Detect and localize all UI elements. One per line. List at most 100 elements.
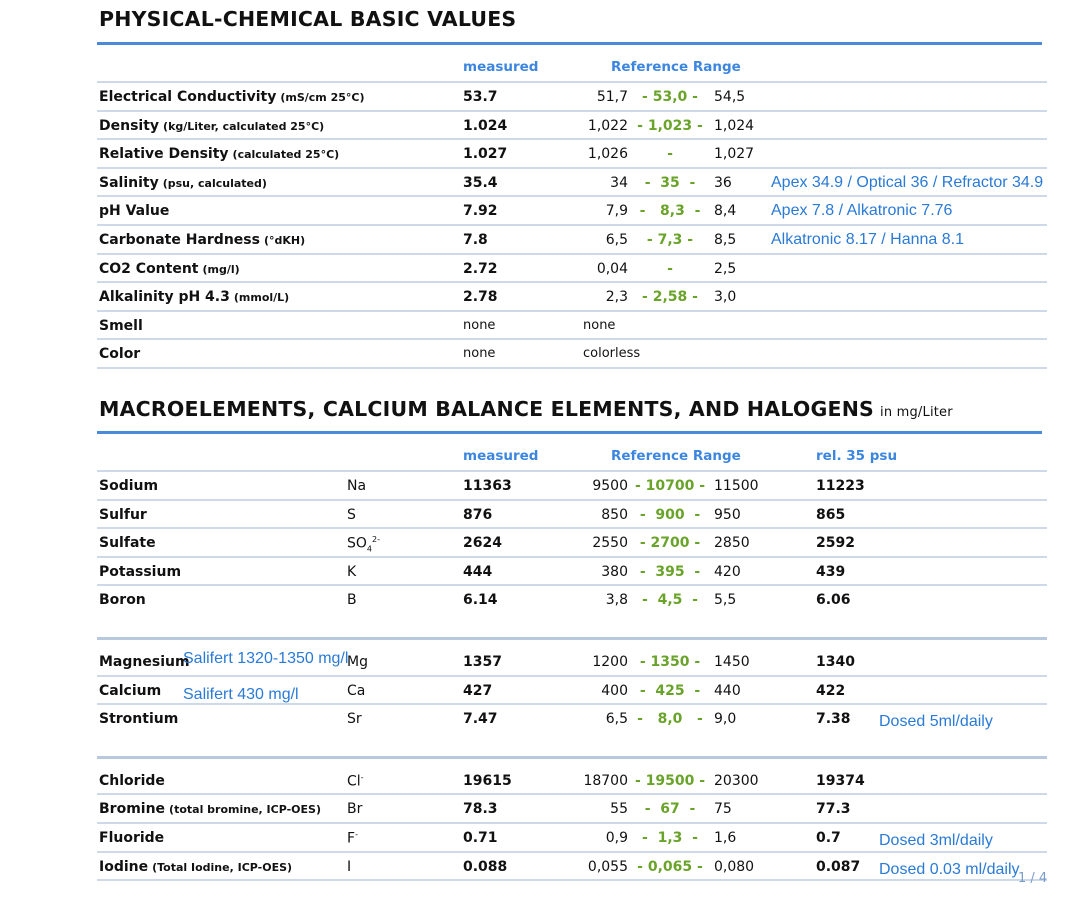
measured-value: 53.7 (463, 89, 498, 105)
range-high: 36 (714, 174, 732, 191)
measured-value: 35.4 (463, 174, 498, 191)
table-row: Color none colorless (97, 340, 1047, 369)
name-text: Potassium (99, 563, 182, 580)
range-high: 3,0 (714, 289, 737, 306)
range-low: 6,5 (605, 711, 628, 728)
name-text: Salinity (99, 174, 159, 191)
parameter-name: Magnesium (99, 654, 190, 670)
symbol-text: SO (347, 535, 367, 552)
comment-note: Dosed 3ml/daily (879, 831, 993, 849)
parameter-name: Carbonate Hardness (°dKH) (99, 232, 305, 248)
name-text: Sulfur (99, 506, 147, 523)
parameter-name: Strontium (99, 711, 178, 727)
parameter-name: Sodium (99, 478, 158, 494)
range-high: 2850 (714, 535, 750, 552)
parameter-name: Calcium (99, 683, 161, 699)
element-symbol: Br (347, 801, 362, 817)
symbol-text: Br (347, 801, 363, 818)
name-text: Alkalinity pH 4.3 (99, 289, 230, 306)
parameter-name: Sulfate (99, 535, 156, 551)
range-low: 400 (601, 682, 628, 699)
table-row: Density (kg/Liter, calculated 25°C) 1.024 1… (97, 112, 1047, 141)
range-low: 850 (601, 506, 628, 523)
name-text: pH Value (99, 203, 170, 220)
element-symbol: S (347, 507, 356, 523)
header-reference-range: Reference Range (611, 59, 741, 75)
name-text: Iodine (99, 858, 149, 875)
name-text: Bromine (99, 801, 166, 818)
range-target-text: - 4,5 - (642, 592, 698, 609)
symbol-superscript: - (360, 772, 364, 782)
range-low: 1,022 (587, 117, 628, 134)
range-low: 7,9 (605, 203, 628, 220)
range-low: 1200 (592, 653, 628, 670)
parameter-name: Salinity (psu, calculated) (99, 175, 267, 191)
range-low: 0,04 (596, 260, 628, 277)
measured-value: 7.47 (463, 711, 498, 728)
section-title-physical-chemical: PHYSICAL-CHEMICAL BASIC VALUES (99, 7, 517, 31)
measured-value: 0.088 (463, 858, 508, 875)
element-symbol: Ca (347, 683, 365, 699)
symbol-text: F (347, 830, 356, 847)
range-high: 2,5 (714, 260, 737, 277)
range-high: 75 (714, 801, 732, 818)
table-row: Alkalinity pH 4.3 (mmol/L) 2.78 2,3 - 2,58 -… (97, 283, 1047, 312)
title-unit: in mg/Liter (880, 405, 953, 420)
symbol-text: Sr (347, 711, 362, 728)
range-target-text: - 1350 - (639, 653, 701, 670)
unit-text: (°dKH) (263, 233, 306, 247)
parameter-name: Alkalinity pH 4.3 (mmol/L) (99, 289, 289, 305)
parameter-name: pH Value (99, 203, 169, 219)
table-header: measured Reference Range rel. 35 psu (97, 444, 1047, 472)
range-low: 0,9 (605, 829, 628, 846)
test-kit-note: Salifert 430 mg/l (183, 685, 299, 703)
range-low: 2,3 (605, 289, 628, 306)
name-text: Magnesium (99, 653, 190, 670)
range-target-text: - 8,3 - (639, 203, 701, 220)
rel-35-psu-value: 865 (816, 506, 846, 523)
range-high: 420 (714, 563, 741, 580)
group-spacer (97, 732, 1047, 756)
measured-value: none (463, 346, 496, 362)
rel-35-psu-value: 19374 (816, 772, 865, 789)
measured-value: 78.3 (463, 801, 498, 818)
range-target-text: - 395 - (639, 563, 701, 580)
unit-text: (total bromine, ICP-OES) (169, 803, 321, 817)
element-symbol: F- (347, 830, 358, 847)
table-row: Sulfate SO42- 2624 2550 - 2700 - 2850 2592 (97, 529, 1047, 558)
parameter-name: Sulfur (99, 507, 147, 523)
unit-text: (psu, calculated) (162, 176, 267, 190)
range-target-text: - 10700 - (634, 478, 706, 494)
range-target-text: - 35 - (644, 174, 696, 191)
range-target-text: - 1,3 - (642, 829, 698, 846)
symbol-text: Na (347, 478, 367, 494)
name-text: Relative Density (99, 146, 229, 163)
table-row: Magnesium Salifert 1320-1350 mg/l Mg 1357 12… (97, 648, 1047, 677)
symbol-text: I (347, 858, 352, 875)
table-row: Fluoride F- 0.71 0,9 - 1,3 - 1,6 0.7 Dosed 3ml/… (97, 824, 1047, 853)
table-row: Relative Density (calculated 25°C) 1.027 1,… (97, 140, 1047, 169)
comment-note: Apex 34.9 / Optical 36 / Refractor 34.9 (771, 173, 1044, 191)
element-symbol: I (347, 859, 351, 875)
rel-35-psu-value: 439 (816, 563, 846, 580)
range-high: 1,027 (714, 146, 755, 163)
unit-text: (Total Iodine, ICP-OES) (152, 860, 293, 874)
measured-value: 427 (463, 682, 493, 699)
element-symbol: Sr (347, 711, 362, 727)
header-measured: measured (463, 448, 539, 464)
range-high: 20300 (714, 772, 759, 789)
table-row: Salinity (psu, calculated) 35.4 34 - 35 - 36 A… (97, 169, 1047, 198)
range-target-text: - 7,3 - (646, 231, 694, 248)
unit-text: (kg/Liter, calculated 25°C) (163, 119, 325, 133)
test-kit-note: Salifert 1320-1350 mg/l (183, 649, 349, 667)
range-target-text: - 900 - (639, 506, 701, 523)
name-text: CO2 Content (99, 260, 199, 277)
table-row: Boron B 6.14 3,8 - 4,5 - 5,5 6.06 (97, 586, 1047, 613)
range-target-text: - 0,065 - (637, 858, 703, 875)
table-row: CO2 Content (mg/l) 2.72 0,04 - 2,5 (97, 255, 1047, 284)
rel-35-psu-value: 6.06 (816, 592, 851, 609)
rel-35-psu-value: 7.38 (816, 711, 851, 728)
unit-text: (mS/cm 25°C) (280, 91, 365, 104)
parameter-name: Relative Density (calculated 25°C) (99, 146, 339, 162)
unit-text: (mg/l) (202, 262, 240, 276)
